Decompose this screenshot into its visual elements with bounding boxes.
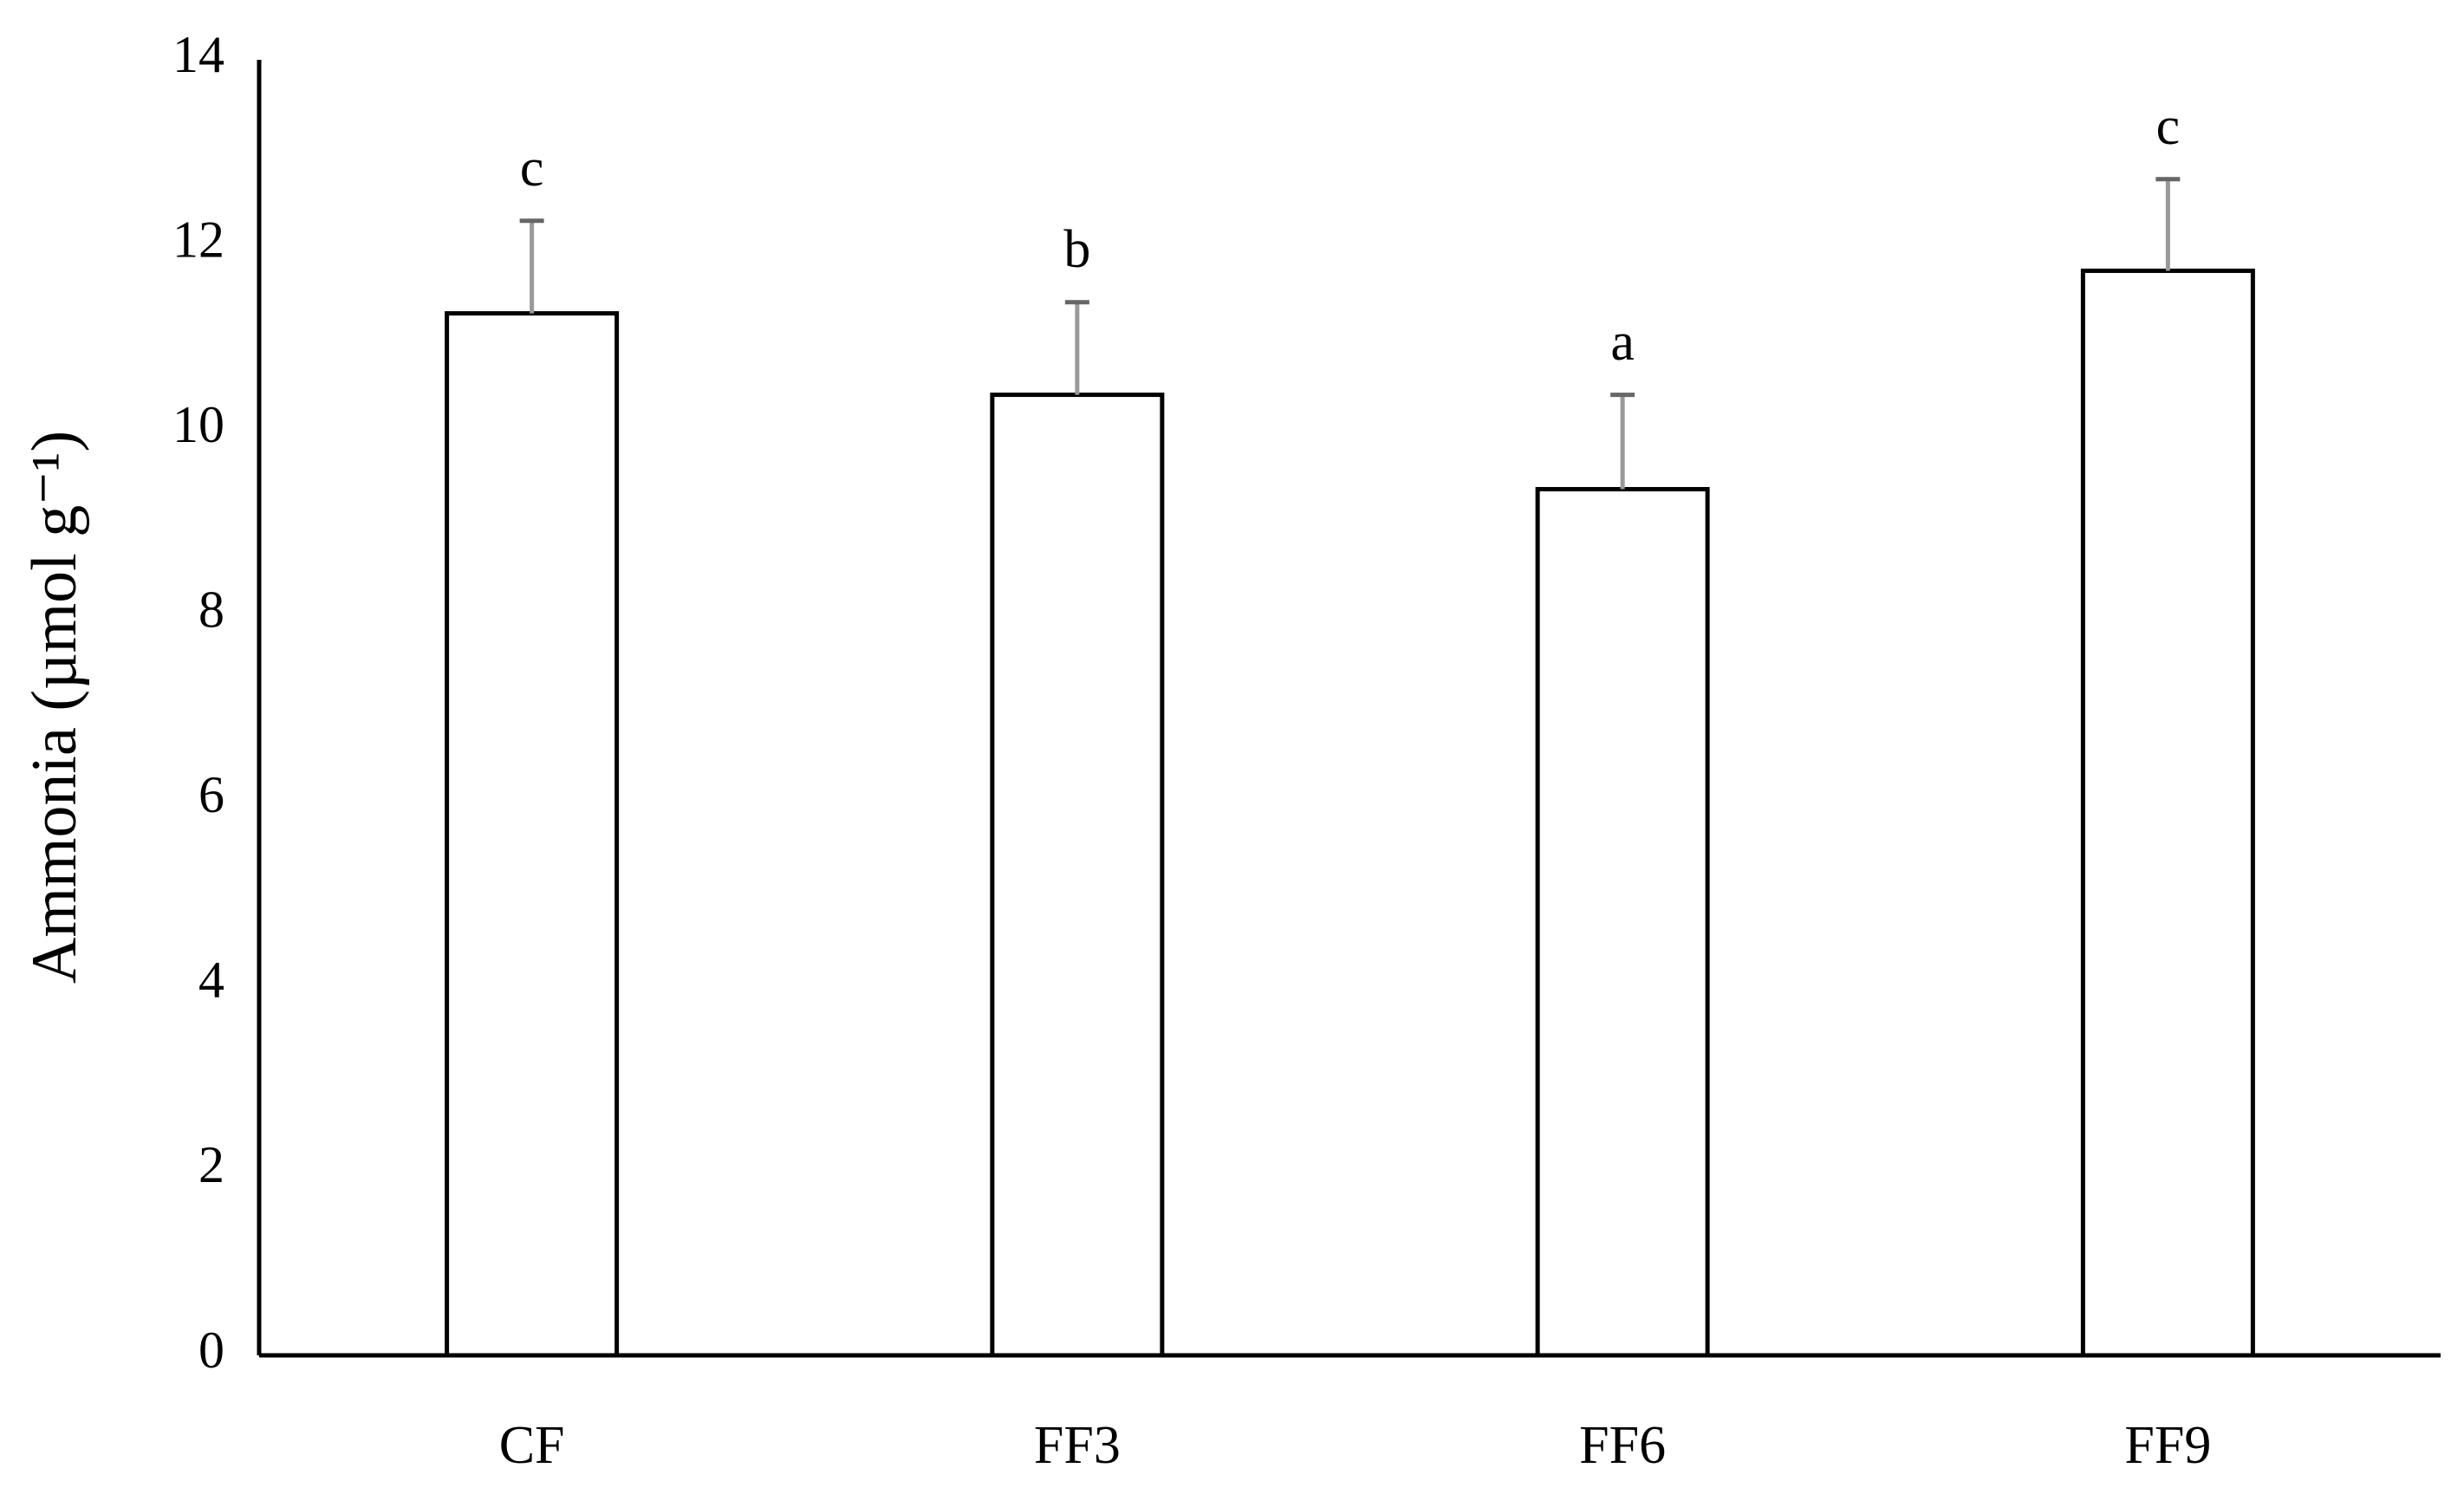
y-tick-label: 0 — [198, 1322, 224, 1379]
x-tick-label: FF3 — [1034, 1416, 1121, 1475]
significance-label: b — [1063, 220, 1090, 279]
y-tick-label: 4 — [198, 952, 224, 1009]
x-tick-label: FF6 — [1579, 1416, 1666, 1475]
bar — [990, 393, 1165, 1358]
y-tick-label: 6 — [198, 766, 224, 823]
significance-label: a — [1610, 313, 1635, 372]
bar — [1535, 486, 1710, 1358]
significance-label: c — [2156, 97, 2181, 156]
bar — [445, 311, 620, 1358]
y-tick-label: 14 — [172, 26, 224, 83]
y-tick-label: 8 — [198, 581, 224, 638]
x-tick-label: FF9 — [2124, 1416, 2211, 1475]
y-tick-label: 12 — [172, 211, 224, 268]
bar — [2080, 268, 2255, 1358]
x-tick-label: CF — [499, 1416, 565, 1475]
y-axis-label: Ammonia (µmol g⁻¹) — [19, 431, 90, 984]
y-tick-label: 2 — [198, 1136, 224, 1193]
y-tick-label: 10 — [172, 396, 224, 453]
significance-label: c — [520, 139, 544, 198]
